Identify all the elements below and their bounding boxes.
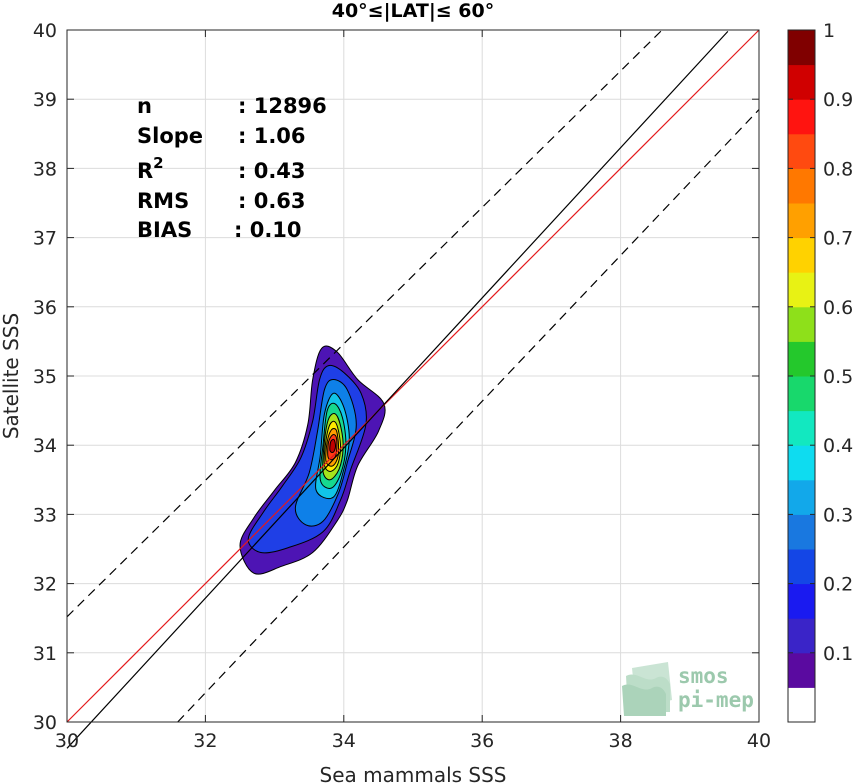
colorbar-bands bbox=[788, 30, 815, 723]
stat-sep: : bbox=[238, 124, 254, 148]
stat-label-n: n bbox=[137, 94, 152, 118]
colorbar-ticks: 0.1 0.2 0.3 0.4 0.5 0.6 0.7 0.8 0.9 1 bbox=[788, 20, 853, 665]
stat-value-slope: : 1.06 bbox=[238, 124, 306, 148]
stat-r2-number: 0.43 bbox=[254, 159, 306, 183]
y-tick-label: 31 bbox=[33, 643, 57, 665]
y-tick-label: 30 bbox=[33, 712, 57, 734]
x-axis-ticks: 30 32 34 36 38 40 bbox=[55, 30, 771, 752]
x-axis-label: Sea mammals SSS bbox=[320, 763, 507, 784]
stat-sep: : bbox=[238, 94, 254, 118]
colorbar-band-4 bbox=[788, 583, 815, 619]
colorbar-tick-label: 0.5 bbox=[823, 366, 853, 388]
colorbar-band-8 bbox=[788, 445, 815, 481]
y-tick-label: 35 bbox=[33, 366, 57, 388]
colorbar-band-9 bbox=[788, 410, 815, 446]
lower-bound-dashed-line bbox=[177, 109, 760, 723]
stat-label-r2: R2 bbox=[137, 154, 164, 183]
plot-area: 30 32 34 36 38 40 30 31 32 33 34 35 36 37 38 39 40 n : … bbox=[33, 20, 771, 752]
stat-r-letter: R bbox=[137, 159, 153, 183]
y-tick-label: 34 bbox=[33, 435, 57, 457]
stats-box: n : 12896 Slope : 1.06 R2 : 0.43 RMS : 0… bbox=[137, 94, 327, 242]
colorbar-tick-label: 1 bbox=[823, 20, 835, 42]
stat-label-rms: RMS bbox=[137, 189, 189, 213]
colorbar-tick-label: 0.1 bbox=[823, 643, 853, 665]
colorbar-band-1 bbox=[788, 687, 815, 723]
grid bbox=[66, 29, 760, 723]
colorbar-band-2 bbox=[788, 652, 815, 688]
y-axis-label: Satellite SSS bbox=[0, 313, 23, 439]
x-tick-label: 36 bbox=[470, 730, 494, 752]
stat-value-bias: : 0.10 bbox=[234, 218, 302, 242]
x-tick-label: 32 bbox=[193, 730, 217, 752]
logo-text-pimep: pi-mep bbox=[678, 688, 754, 712]
colorbar-band-20 bbox=[788, 30, 815, 66]
stat-label-bias: BIAS bbox=[137, 218, 192, 242]
stat-slope-number: 1.06 bbox=[254, 124, 306, 148]
colorbar-tick-label: 0.7 bbox=[823, 228, 853, 250]
colorbar-band-17 bbox=[788, 133, 815, 169]
stat-sep: : bbox=[238, 189, 254, 213]
stat-sep: : bbox=[234, 218, 250, 242]
colorbar-band-7 bbox=[788, 479, 815, 515]
stat-n-number: 12896 bbox=[254, 94, 327, 118]
stat-value-r2: : 0.43 bbox=[238, 159, 306, 183]
chart-title: 40°≤|LAT|≤ 60° bbox=[332, 0, 495, 22]
stat-r-superscript: 2 bbox=[153, 154, 163, 172]
colorbar-band-6 bbox=[788, 514, 815, 550]
colorbar-tick-label: 0.2 bbox=[823, 574, 853, 596]
colorbar-band-12 bbox=[788, 306, 815, 342]
upper-bound-dashed-line bbox=[66, 29, 663, 618]
stat-rms-number: 0.63 bbox=[254, 189, 306, 213]
colorbar-tick-label: 0.9 bbox=[823, 89, 853, 111]
x-tick-label: 38 bbox=[609, 730, 633, 752]
colorbar-band-5 bbox=[788, 549, 815, 585]
y-axis-ticks: 30 31 32 33 34 35 36 37 38 39 40 bbox=[33, 20, 759, 734]
y-tick-label: 37 bbox=[33, 228, 57, 250]
x-tick-label: 34 bbox=[332, 730, 356, 752]
colorbar-tick-label: 0.4 bbox=[823, 435, 853, 457]
colorbar-band-14 bbox=[788, 237, 815, 273]
colorbar-band-18 bbox=[788, 99, 815, 135]
stat-bias-number: 0.10 bbox=[250, 218, 302, 242]
identity-line bbox=[66, 29, 760, 723]
logo-text-smos: smos bbox=[678, 664, 729, 688]
smos-pimep-logo: smos pi-mep bbox=[622, 662, 754, 716]
colorbar-band-11 bbox=[788, 341, 815, 377]
reference-lines bbox=[66, 29, 760, 749]
colorbar-band-19 bbox=[788, 64, 815, 100]
colorbar-tick-label: 0.6 bbox=[823, 297, 853, 319]
y-tick-label: 33 bbox=[33, 504, 57, 526]
stat-sep: : bbox=[238, 159, 254, 183]
colorbar-tick-label: 0.8 bbox=[823, 158, 853, 180]
stat-value-n: : 12896 bbox=[238, 94, 327, 118]
colorbar-band-16 bbox=[788, 168, 815, 204]
colorbar: 0.1 0.2 0.3 0.4 0.5 0.6 0.7 0.8 0.9 1 bbox=[787, 20, 853, 723]
y-tick-label: 36 bbox=[33, 297, 57, 319]
x-tick-label: 30 bbox=[55, 730, 79, 752]
regression-line bbox=[66, 30, 729, 749]
y-tick-label: 38 bbox=[33, 158, 57, 180]
logo-waves-icon bbox=[622, 662, 672, 716]
colorbar-band-13 bbox=[788, 272, 815, 308]
stat-value-rms: : 0.63 bbox=[238, 189, 306, 213]
colorbar-band-15 bbox=[788, 203, 815, 239]
colorbar-band-10 bbox=[788, 376, 815, 412]
colorbar-tick-label: 0.3 bbox=[823, 504, 853, 526]
y-tick-label: 32 bbox=[33, 574, 57, 596]
colorbar-band-3 bbox=[788, 618, 815, 654]
x-tick-label: 40 bbox=[747, 730, 771, 752]
stat-label-slope: Slope bbox=[137, 124, 203, 148]
contour-level-10 bbox=[329, 438, 337, 453]
y-tick-label: 39 bbox=[33, 89, 57, 111]
y-tick-label: 40 bbox=[33, 20, 57, 42]
